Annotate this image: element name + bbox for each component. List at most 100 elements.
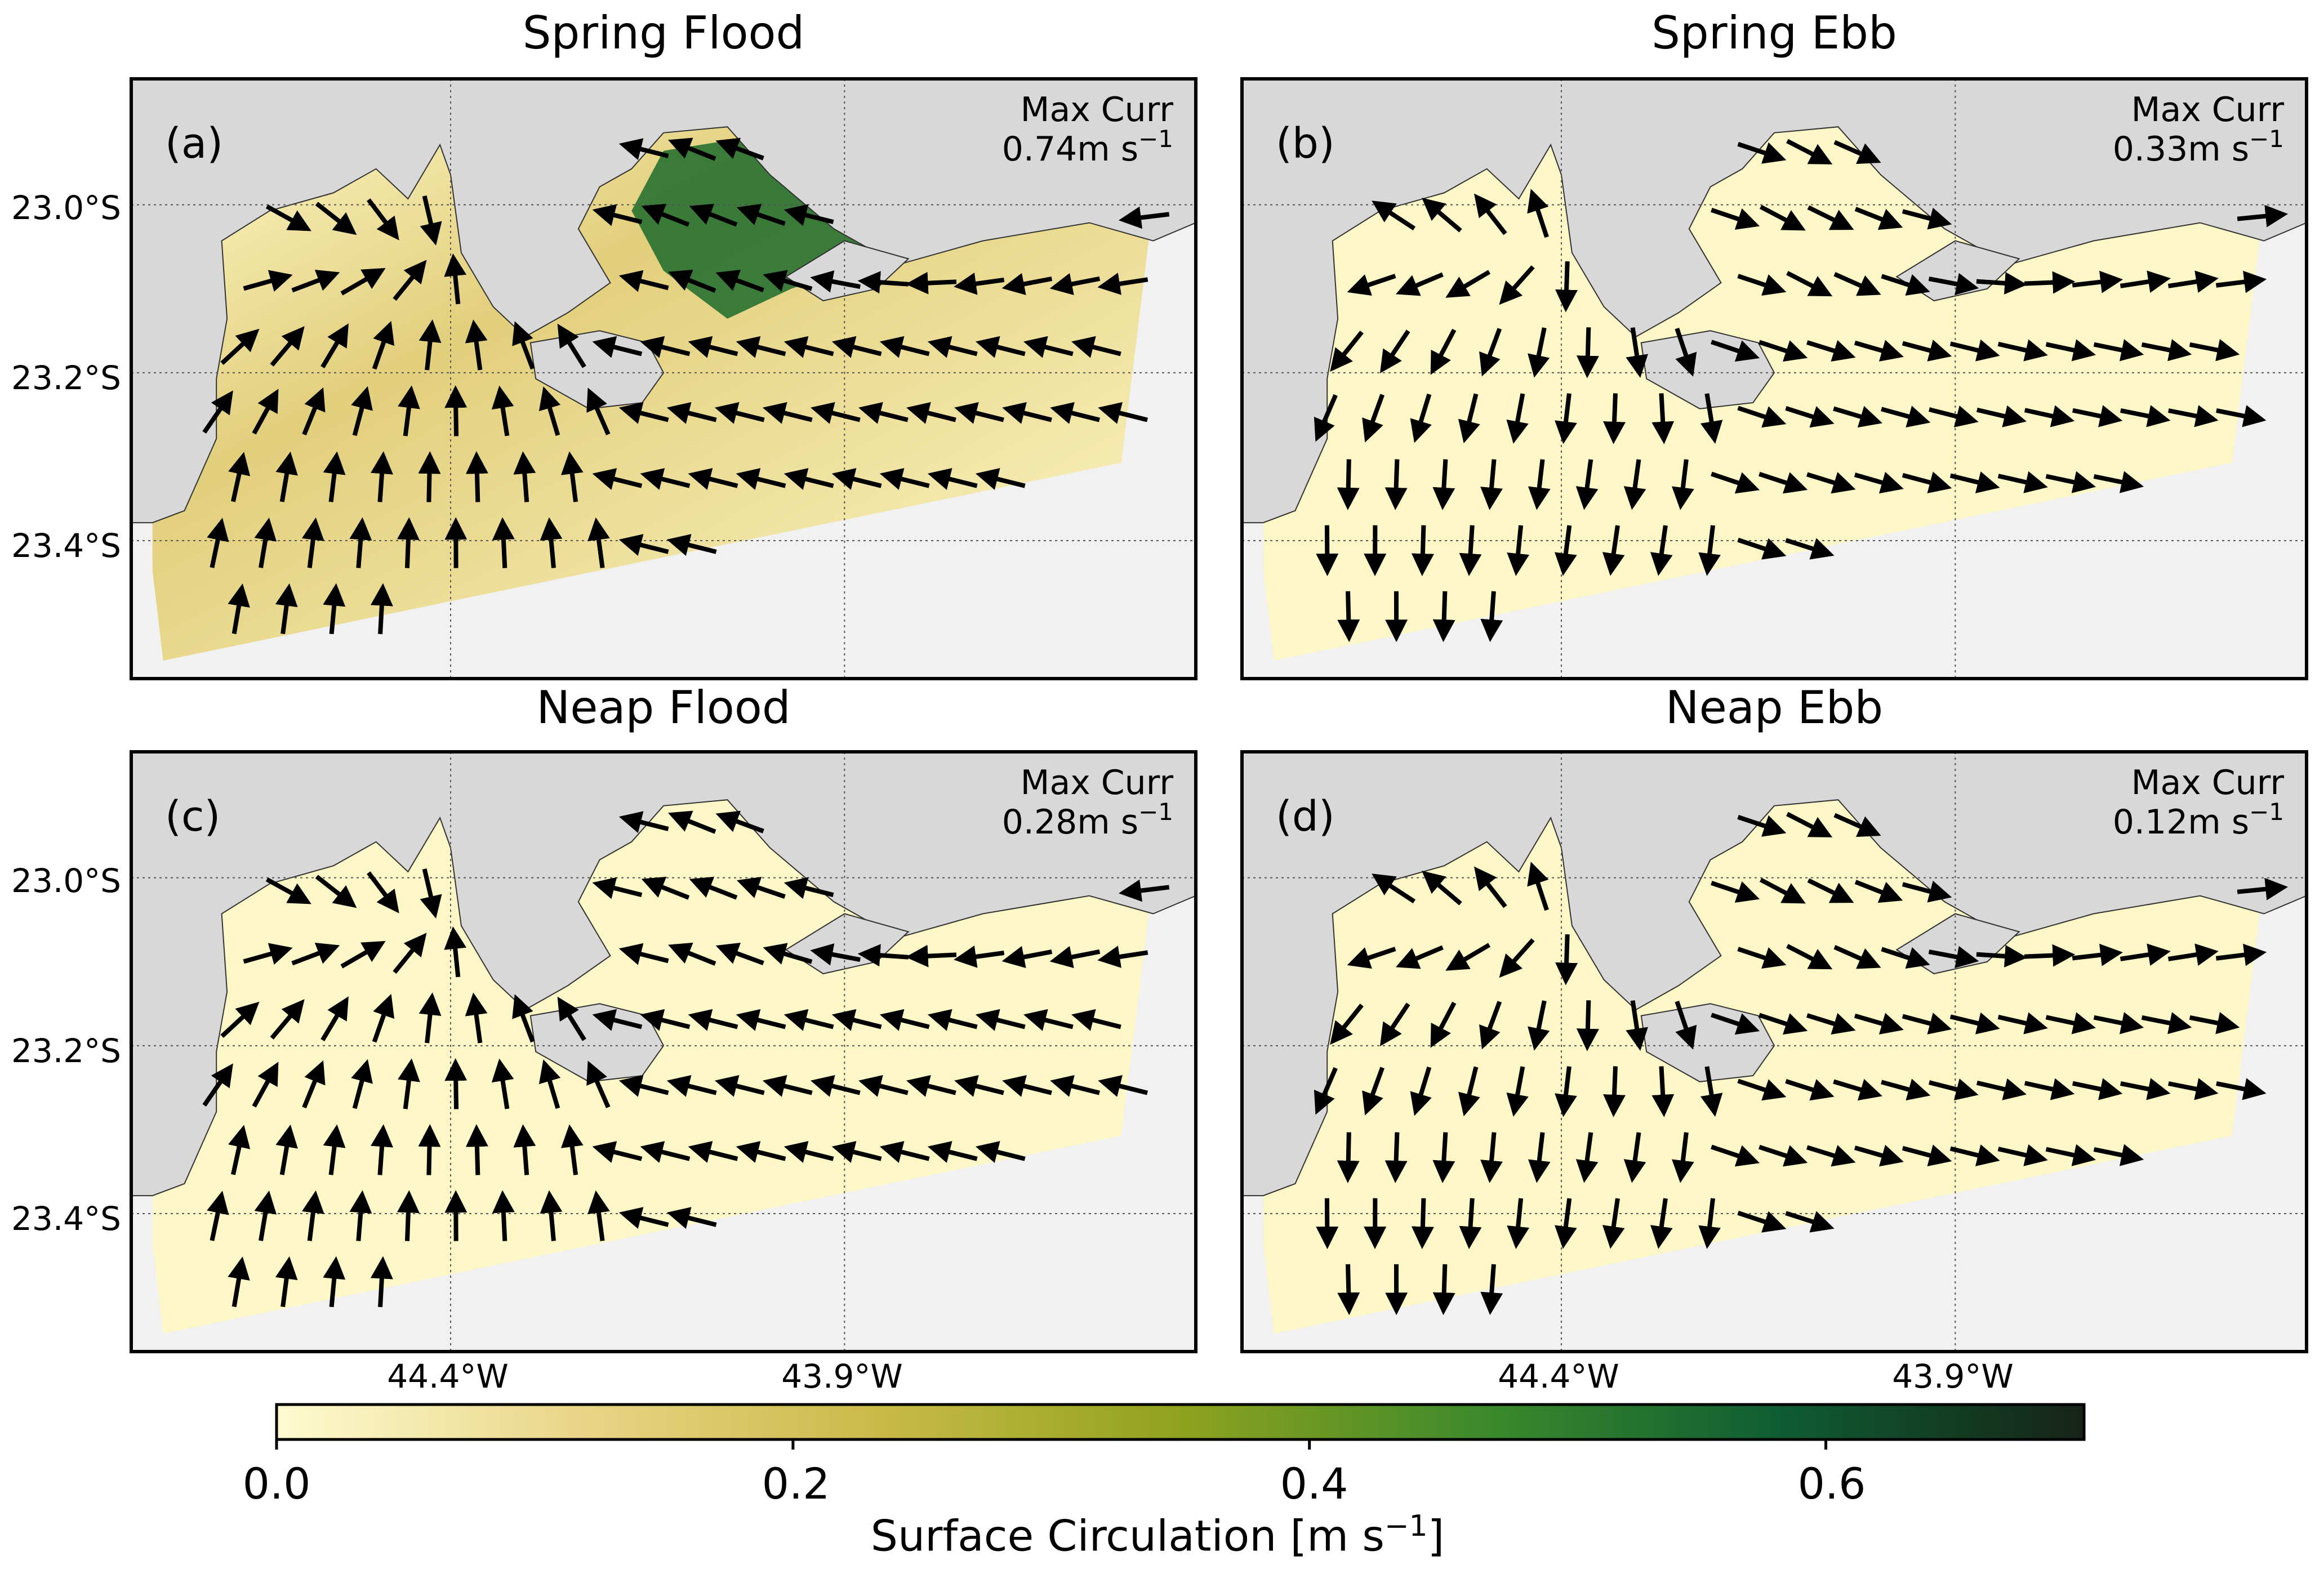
current-arrow — [538, 386, 561, 436]
current-arrow — [1507, 1198, 1530, 1249]
lon-label-d-2: 43.9°W — [1892, 1357, 2014, 1396]
current-arrow — [1881, 947, 1930, 969]
lon-label-c-2: 43.9°W — [781, 1357, 903, 1396]
current-arrow — [370, 583, 393, 635]
current-arrow — [783, 1009, 834, 1031]
current-arrow — [1854, 207, 1903, 230]
current-arrow — [1711, 471, 1760, 494]
current-arrow — [592, 1009, 643, 1031]
current-arrow — [1807, 205, 1854, 230]
current-arrow — [1430, 1001, 1457, 1048]
current-arrow — [302, 387, 326, 436]
current-arrow — [689, 876, 738, 900]
lat-label-c-1: 23.0°S — [11, 862, 121, 900]
current-arrow — [265, 877, 311, 904]
current-arrow — [1528, 327, 1550, 378]
current-arrow — [2215, 943, 2267, 966]
current-arrow — [1902, 1013, 1952, 1035]
current-arrow — [1422, 871, 1462, 906]
current-arrow — [857, 271, 909, 294]
current-arrow — [668, 942, 716, 966]
current-arrow — [420, 868, 442, 919]
current-arrow — [762, 402, 813, 424]
current-arrow — [586, 1060, 611, 1108]
current-arrow — [1372, 200, 1416, 231]
current-arrow — [1555, 393, 1577, 444]
current-arrow — [1997, 1012, 2048, 1035]
current-arrow — [398, 385, 420, 436]
current-arrow — [420, 195, 442, 246]
current-arrow — [1698, 525, 1721, 576]
current-arrow — [587, 517, 610, 568]
current-arrow — [1575, 1132, 1599, 1183]
current-arrow — [831, 336, 882, 358]
current-arrow — [1602, 1198, 1625, 1249]
current-arrow — [419, 992, 442, 1044]
current-arrow — [444, 926, 467, 978]
current-arrow — [640, 336, 691, 358]
current-arrow — [2072, 1078, 2123, 1100]
current-arrow — [2093, 339, 2144, 362]
current-arrow — [618, 270, 669, 292]
colorbar-label-exponent: −1 — [1384, 1509, 1428, 1543]
current-arrow — [2024, 944, 2076, 967]
current-arrow — [879, 1141, 930, 1163]
current-arrow — [2167, 270, 2219, 293]
current-arrow — [1337, 459, 1360, 510]
current-arrow — [371, 451, 393, 502]
current-arrow — [1528, 459, 1551, 510]
current-arrow — [1759, 877, 1806, 904]
current-arrow — [1098, 1075, 1148, 1097]
panel-frame — [1240, 750, 2308, 1353]
current-arrow — [906, 402, 956, 424]
current-arrow — [2141, 339, 2192, 362]
panel-title-d: Neap Ebb — [1665, 681, 1884, 734]
current-arrow — [1480, 591, 1503, 643]
current-arrow — [1362, 1067, 1385, 1116]
current-arrow — [1997, 339, 2048, 362]
current-arrow — [1711, 340, 1760, 362]
current-arrow — [2093, 1144, 2144, 1166]
current-arrow — [714, 1075, 765, 1097]
current-arrow — [783, 877, 834, 899]
current-arrow — [1432, 1132, 1455, 1183]
current-arrow — [1528, 1000, 1550, 1051]
current-arrow — [302, 1060, 326, 1109]
current-arrow — [1379, 329, 1410, 373]
current-arrow — [2120, 943, 2171, 966]
current-arrow — [1001, 946, 1053, 969]
current-arrow — [1432, 1264, 1455, 1316]
current-arrow — [1023, 336, 1074, 358]
current-arrow — [1347, 274, 1396, 296]
current-arrow — [1459, 525, 1482, 576]
max-current-value: 0.12m s−1 — [2113, 798, 2284, 842]
current-arrow — [1097, 273, 1148, 295]
current-arrow — [736, 204, 786, 226]
current-arrow — [1576, 1000, 1599, 1051]
current-arrow — [228, 452, 251, 502]
current-arrow — [618, 534, 669, 556]
current-arrow — [1711, 1144, 1760, 1167]
current-arrow — [2237, 877, 2289, 900]
current-arrow — [1672, 1132, 1694, 1183]
current-arrow — [975, 1141, 1026, 1163]
current-arrow — [1976, 1078, 2027, 1100]
current-arrow — [1929, 1078, 1979, 1100]
current-arrow — [1650, 1198, 1673, 1249]
current-arrow — [465, 1124, 488, 1175]
current-arrow — [668, 269, 716, 293]
current-arrow — [1833, 1078, 1882, 1101]
current-arrow — [2072, 405, 2123, 427]
current-arrow — [1507, 525, 1530, 576]
current-arrow — [1050, 1075, 1100, 1097]
current-arrow — [2072, 943, 2123, 966]
current-arrow — [1458, 393, 1480, 444]
current-arrow — [349, 1190, 372, 1241]
current-arrow — [1555, 261, 1578, 313]
current-arrow — [1480, 1264, 1503, 1316]
current-arrow — [270, 999, 305, 1040]
current-arrow — [367, 198, 399, 240]
current-arrow — [762, 1075, 813, 1097]
lat-label-c-3: 23.4°S — [11, 1200, 121, 1238]
